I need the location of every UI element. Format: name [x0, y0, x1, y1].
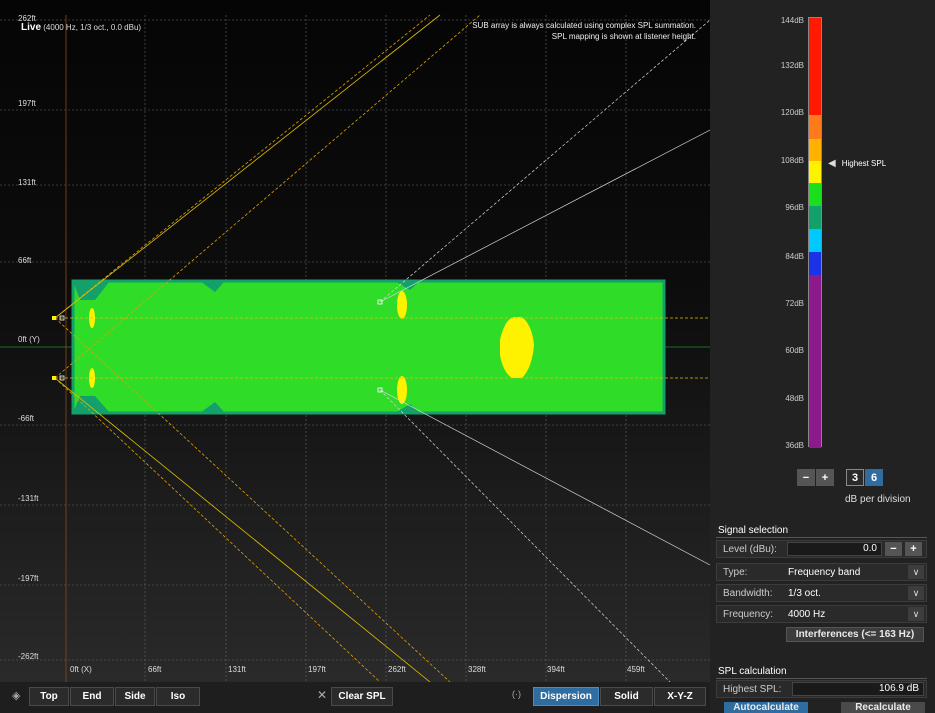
chevron-down-icon[interactable]: ∨ — [908, 607, 924, 621]
chevron-down-icon[interactable]: ∨ — [908, 586, 924, 600]
highest-spl-marker-label: Highest SPL — [841, 159, 887, 168]
frequency-row[interactable]: Frequency: 4000 Hz ∨ — [716, 605, 927, 623]
y-tick-label: 197ft — [18, 99, 36, 108]
bandwidth-label: Bandwidth: — [723, 588, 773, 599]
spl-color-scale — [808, 17, 822, 448]
dispersion-button[interactable]: Dispersion — [533, 687, 599, 706]
type-row[interactable]: Type: Frequency band ∨ — [716, 563, 927, 581]
scale-segment — [809, 252, 821, 275]
scale-segment — [809, 183, 821, 206]
spl-calculation-title: SPL calculation — [718, 666, 787, 677]
x-tick-label: 262ft — [388, 665, 406, 674]
y-tick-label: -262ft — [18, 652, 39, 661]
scale-segment — [809, 115, 821, 139]
scale-segment — [809, 18, 821, 115]
spl-plot[interactable] — [0, 0, 710, 682]
x-tick-label: 394ft — [547, 665, 565, 674]
scale-segment — [809, 206, 821, 229]
coverage-lines — [54, 14, 710, 682]
chevron-down-icon[interactable]: ∨ — [908, 565, 924, 579]
level-input[interactable]: 0.0 — [787, 542, 882, 556]
side-view-button[interactable]: Side — [115, 687, 155, 706]
scale-segment — [809, 229, 821, 252]
db-label: 108dB — [780, 156, 804, 165]
top-view-button[interactable]: Top — [29, 687, 69, 706]
calculation-note: SUB array is always calculated using com… — [472, 20, 696, 42]
div-6-button[interactable]: 6 — [865, 469, 883, 486]
db-label: 84dB — [785, 252, 804, 261]
highest-spl-value: 106.9 dB — [792, 682, 924, 696]
level-plus-button[interactable]: + — [905, 542, 922, 556]
x-tick-label: 459ft — [627, 665, 645, 674]
level-minus-button[interactable]: − — [885, 542, 902, 556]
highest-spl-marker: ◀ Highest SPL — [828, 158, 886, 169]
db-label: 96dB — [785, 203, 804, 212]
scale-segment — [809, 139, 821, 161]
db-label: 132dB — [780, 61, 804, 70]
scale-segment — [809, 161, 821, 183]
marker-triangle-icon: ◀ — [828, 158, 836, 169]
db-label: 120dB — [780, 108, 804, 117]
interferences-button[interactable]: Interferences (<= 163 Hz) — [786, 627, 924, 642]
y-tick-label: 0ft (Y) — [18, 335, 40, 344]
db-label: 36dB — [785, 441, 804, 450]
note-line-1: SUB array is always calculated using com… — [472, 21, 696, 30]
level-row: Level (dBu): 0.0 − + — [716, 540, 927, 558]
live-params: (4000 Hz, 1/3 oct., 0.0 dBu) — [43, 23, 142, 32]
frequency-label: Frequency: — [723, 609, 774, 620]
live-label: Live (4000 Hz, 1/3 oct., 0.0 dBu) — [21, 22, 141, 33]
div-3-button[interactable]: 3 — [846, 469, 864, 486]
spl-map — [71, 279, 666, 415]
bandwidth-row[interactable]: Bandwidth: 1/3 oct. ∨ — [716, 584, 927, 602]
close-icon[interactable]: ✕ — [317, 688, 328, 702]
y-tick-label: -66ft — [18, 414, 35, 423]
x-tick-label: 66ft — [148, 665, 162, 674]
db-label: 72dB — [785, 299, 804, 308]
y-tick-label: 262ft — [18, 14, 36, 23]
type-label: Type: — [723, 567, 748, 578]
clear-spl-button[interactable]: Clear SPL — [331, 687, 393, 706]
signal-selection-title: Signal selection — [718, 525, 789, 536]
x-tick-label: 328ft — [468, 665, 486, 674]
note-line-2: SPL mapping is shown at listener height. — [551, 32, 696, 41]
highest-spl-row: Highest SPL: 106.9 dB — [716, 680, 927, 698]
x-tick-label: 0ft (X) — [70, 665, 92, 674]
y-tick-label: 131ft — [18, 178, 36, 187]
y-tick-label: -197ft — [18, 574, 39, 583]
solid-button[interactable]: Solid — [600, 687, 653, 706]
bandwidth-select-value[interactable]: 1/3 oct. — [788, 588, 821, 599]
iso-view-button[interactable]: Iso — [156, 687, 200, 706]
type-select-value[interactable]: Frequency band — [788, 567, 861, 578]
layers-icon[interactable]: ◈ — [12, 690, 21, 702]
scale-plus-button[interactable]: + — [816, 469, 834, 486]
live-title: Live — [21, 22, 42, 33]
divider — [716, 678, 927, 679]
db-per-division-label: dB per division — [845, 494, 911, 505]
level-label: Level (dBu): — [723, 544, 777, 555]
x-tick-label: 131ft — [228, 665, 246, 674]
highest-spl-label: Highest SPL: — [723, 684, 782, 695]
db-label: 60dB — [785, 346, 804, 355]
end-view-button[interactable]: End — [70, 687, 114, 706]
dispersion-icon: (·) — [512, 689, 521, 699]
frequency-select-value[interactable]: 4000 Hz — [788, 609, 826, 620]
y-tick-label: 66ft — [18, 256, 32, 265]
xyz-button[interactable]: X-Y-Z — [654, 687, 706, 706]
recalculate-button[interactable]: Recalculate — [841, 702, 925, 713]
db-label: 144dB — [780, 16, 804, 25]
autocalculate-button[interactable]: Autocalculate — [724, 702, 808, 713]
y-tick-label: -131ft — [18, 494, 39, 503]
x-tick-label: 197ft — [308, 665, 326, 674]
scale-minus-button[interactable]: − — [797, 469, 815, 486]
view-toolbar: ◈ Top End Side Iso ✕ Clear SPL (·) Dispe… — [0, 682, 710, 713]
speaker-markers[interactable] — [52, 299, 383, 393]
scale-segment — [809, 275, 821, 448]
db-label: 48dB — [785, 394, 804, 403]
divider — [716, 537, 927, 538]
spl-viewport[interactable]: Live (4000 Hz, 1/3 oct., 0.0 dBu) SUB ar… — [0, 0, 710, 682]
